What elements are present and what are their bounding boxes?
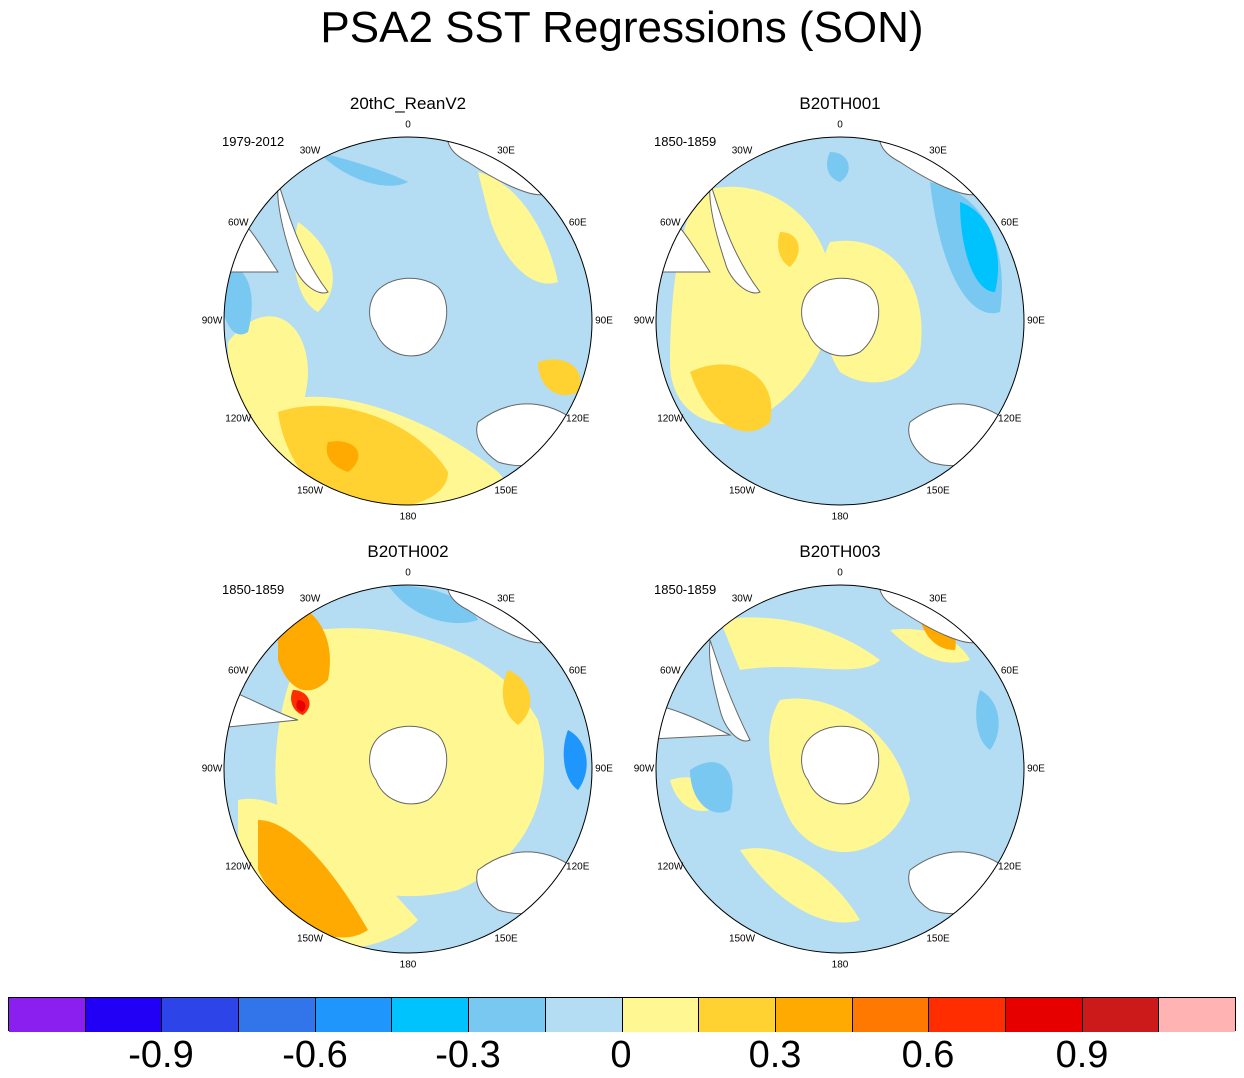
- longitude-label: 30W: [731, 145, 753, 157]
- longitude-label: 150E: [494, 933, 518, 945]
- longitude-label: 0: [405, 119, 411, 131]
- panel-title: 20thC_ReanV2: [349, 94, 467, 113]
- polar-map: [655, 584, 1025, 954]
- colorbar-swatch: [162, 998, 240, 1032]
- longitude-label: 90W: [201, 315, 223, 327]
- longitude-label: 150E: [926, 933, 950, 945]
- panel-period: 1979-2012: [222, 134, 285, 149]
- longitude-label: 90W: [633, 315, 655, 327]
- longitude-label: 180: [399, 959, 417, 971]
- longitude-label: 30W: [731, 593, 753, 605]
- colorbar: [8, 997, 1236, 1032]
- panel-title: B20TH001: [799, 94, 881, 113]
- colorbar-swatch: [622, 998, 700, 1032]
- longitude-label: 30E: [929, 593, 947, 605]
- longitude-label: 60W: [659, 665, 681, 677]
- colorbar-swatch: [1159, 998, 1235, 1032]
- longitude-label: 60W: [227, 665, 249, 677]
- colorbar-swatch: [852, 998, 930, 1032]
- colorbar-swatch: [239, 998, 316, 1032]
- longitude-label: 0: [837, 567, 843, 579]
- longitude-label: 90E: [1027, 315, 1045, 327]
- longitude-label: 120W: [657, 861, 684, 873]
- longitude-label: 120E: [566, 413, 590, 425]
- longitude-label: 150E: [494, 485, 518, 497]
- polar-map: [223, 584, 593, 954]
- longitude-label: 150W: [296, 485, 324, 497]
- longitude-label: 90W: [201, 763, 223, 775]
- colorbar-swatch: [929, 998, 1006, 1032]
- panel-period: 1850-1859: [654, 134, 717, 149]
- longitude-label: 0: [837, 119, 843, 131]
- longitude-label: 180: [831, 511, 849, 523]
- colorbar-swatch: [545, 998, 623, 1032]
- longitude-label: 60E: [568, 217, 587, 229]
- longitude-label: 30E: [929, 145, 947, 157]
- panel-period: 1850-1859: [654, 582, 717, 597]
- longitude-label: 60E: [1000, 665, 1019, 677]
- colorbar-swatch: [1005, 998, 1083, 1032]
- colorbar-tick-label: -0.6: [282, 1034, 348, 1076]
- colorbar-swatch: [775, 998, 853, 1032]
- longitude-label: 150E: [926, 485, 950, 497]
- longitude-label: 30E: [497, 593, 515, 605]
- map-panel-b20th002: B20TH002 1850-1859: [198, 540, 618, 960]
- panel-period: 1850-1859: [222, 582, 285, 597]
- colorbar-tick-label: 0.6: [901, 1034, 955, 1076]
- longitude-label: 120E: [566, 861, 590, 873]
- panel-title: B20TH002: [367, 542, 449, 561]
- longitude-label: 30E: [497, 145, 515, 157]
- longitude-label: 120E: [998, 861, 1022, 873]
- longitude-label: 120W: [657, 413, 684, 425]
- longitude-label: 90W: [633, 763, 655, 775]
- longitude-label: 30W: [299, 593, 321, 605]
- longitude-label: 60E: [568, 665, 587, 677]
- colorbar-swatch: [469, 998, 546, 1032]
- longitude-label: 60W: [227, 217, 249, 229]
- colorbar-tick-label: -0.3: [435, 1034, 501, 1076]
- longitude-label: 0: [405, 567, 411, 579]
- colorbar-swatch: [315, 998, 393, 1032]
- colorbar-swatch: [392, 998, 470, 1032]
- longitude-label: 150W: [728, 933, 756, 945]
- map-panel-b20th003: B20TH003 1850-1859: [630, 540, 1050, 960]
- longitude-label: 180: [831, 959, 849, 971]
- longitude-label: 30W: [299, 145, 321, 157]
- polar-map: [655, 136, 1025, 506]
- longitude-label: 120W: [225, 413, 252, 425]
- longitude-label: 60E: [1000, 217, 1019, 229]
- map-panel-20thc-reanv2: 20thC_ReanV2 1979-2012: [198, 92, 618, 512]
- colorbar-tick-label: -0.9: [128, 1034, 194, 1076]
- polar-map: [223, 136, 593, 506]
- colorbar-tick-label: 0: [610, 1034, 632, 1076]
- colorbar-swatch: [9, 998, 86, 1032]
- longitude-label: 120E: [998, 413, 1022, 425]
- colorbar-tick-label: 0.9: [1055, 1034, 1109, 1076]
- longitude-label: 150W: [728, 485, 756, 497]
- map-panel-b20th001: B20TH001 1850-1859: [630, 92, 1050, 512]
- panel-title: B20TH003: [799, 542, 881, 561]
- colorbar-swatch: [699, 998, 776, 1032]
- longitude-label: 60W: [659, 217, 681, 229]
- longitude-label: 150W: [296, 933, 324, 945]
- longitude-label: 90E: [595, 763, 613, 775]
- longitude-label: 180: [399, 511, 417, 523]
- colorbar-swatch: [85, 998, 163, 1032]
- colorbar-swatch: [1082, 998, 1160, 1032]
- longitude-label: 90E: [1027, 763, 1045, 775]
- longitude-label: 120W: [225, 861, 252, 873]
- page-title: PSA2 SST Regressions (SON): [320, 3, 924, 52]
- longitude-label: 90E: [595, 315, 613, 327]
- colorbar-tick-label: 0.3: [748, 1034, 802, 1076]
